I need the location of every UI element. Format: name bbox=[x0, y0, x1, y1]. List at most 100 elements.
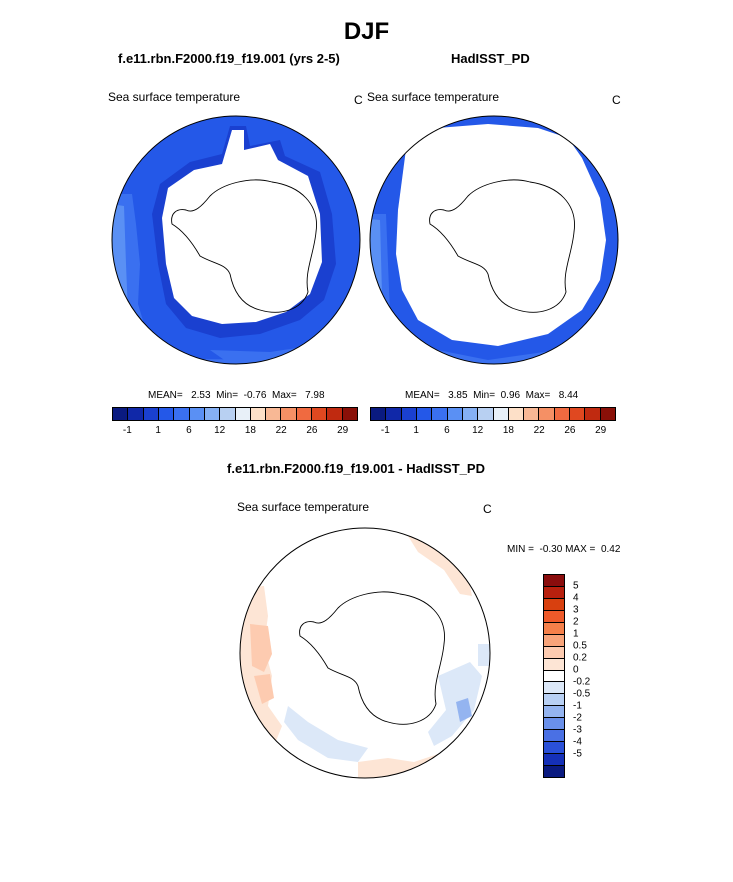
colorbar-tick-label: -4 bbox=[573, 736, 582, 748]
colorbar-tick-label: 5 bbox=[573, 580, 579, 592]
left-map-antarctica-coast bbox=[171, 179, 317, 313]
colorbar-tick-label: -1 bbox=[122, 425, 132, 436]
colorbar-swatch bbox=[143, 408, 159, 420]
colorbar-tick-label: -1 bbox=[380, 425, 390, 436]
right-colorbar: -1 1 6 12 18 22 26 29 bbox=[370, 407, 616, 439]
left-colorbar-ticks: -1 1 6 12 18 22 26 29 bbox=[112, 425, 358, 439]
colorbar-swatch bbox=[544, 694, 564, 707]
colorbar-swatch bbox=[174, 408, 190, 420]
diff-map-antarctica-coast bbox=[299, 591, 445, 725]
left-panel-case-title: f.e11.rbn.F2000.f19_f19.001 (yrs 2-5) bbox=[118, 51, 340, 66]
colorbar-tick-label: 2 bbox=[573, 616, 579, 628]
colorbar-swatch bbox=[539, 408, 555, 420]
colorbar-swatch bbox=[296, 408, 313, 420]
colorbar-swatch bbox=[281, 408, 297, 420]
right-map-antarctica-coast bbox=[429, 179, 575, 313]
colorbar-swatch bbox=[266, 408, 282, 420]
diff-polar-map bbox=[239, 527, 491, 779]
colorbar-swatch bbox=[189, 408, 205, 420]
right-polar-map bbox=[369, 115, 619, 365]
colorbar-swatch bbox=[544, 610, 564, 623]
colorbar-tick-label: 26 bbox=[564, 425, 576, 436]
colorbar-swatch bbox=[158, 408, 175, 420]
colorbar-swatch bbox=[204, 408, 221, 420]
left-colorbar: -1 1 6 12 18 22 26 29 bbox=[112, 407, 358, 439]
colorbar-swatch bbox=[312, 408, 328, 420]
diff-map-background bbox=[240, 528, 490, 778]
colorbar-tick-label: 6 bbox=[186, 425, 192, 436]
left-map-ice-mask bbox=[162, 130, 322, 324]
colorbar-tick-label: 18 bbox=[502, 425, 514, 436]
colorbar-swatch bbox=[432, 408, 448, 420]
season-title: DJF bbox=[343, 18, 390, 45]
right-panel-variable-label: Sea surface temperature bbox=[367, 90, 500, 104]
colorbar-tick-label: -0.5 bbox=[573, 688, 591, 700]
colorbar-swatch bbox=[544, 575, 564, 587]
colorbar-swatch bbox=[544, 670, 564, 683]
colorbar-swatch bbox=[544, 658, 564, 671]
colorbar-tick-label: 29 bbox=[337, 425, 349, 436]
diff-map-warm-anomaly-core bbox=[250, 624, 272, 672]
colorbar-swatch bbox=[544, 718, 564, 731]
left-map-border bbox=[111, 115, 361, 365]
colorbar-tick-label: 3 bbox=[573, 604, 579, 616]
colorbar-tick-label: 0.2 bbox=[573, 652, 587, 664]
colorbar-swatch bbox=[113, 408, 129, 420]
colorbar-tick-label: -5 bbox=[573, 748, 582, 760]
colorbar-tick-label: 0 bbox=[573, 664, 579, 676]
diff-map-warm-anomaly-ne bbox=[408, 536, 472, 596]
colorbar-tick-label: -0.2 bbox=[573, 676, 591, 688]
colorbar-swatch bbox=[478, 408, 494, 420]
colorbar-swatch bbox=[235, 408, 251, 420]
diff-panel-stats: MIN = -0.30 MAX = 0.42 bbox=[507, 544, 621, 555]
colorbar-tick-label: 0.5 bbox=[573, 640, 587, 652]
colorbar-swatch bbox=[524, 408, 540, 420]
colorbar-tick-label: -2 bbox=[573, 712, 582, 724]
colorbar-tick-label: 6 bbox=[444, 425, 450, 436]
colorbar-tick-label: 18 bbox=[244, 425, 256, 436]
colorbar-swatch bbox=[327, 408, 343, 420]
diff-colorbar: 5 4 3 2 1 0.5 0.2 0 -0.2 -0.5 -1 -2 -3 -4 -5 bbox=[543, 574, 590, 778]
left-panel-units-label: C bbox=[354, 93, 363, 107]
colorbar-swatch bbox=[462, 408, 479, 420]
right-map-ice-mask bbox=[396, 124, 606, 346]
colorbar-tick-label: 12 bbox=[214, 425, 226, 436]
colorbar-swatch bbox=[570, 408, 586, 420]
colorbar-swatch bbox=[544, 682, 564, 695]
colorbar-swatch bbox=[128, 408, 144, 420]
colorbar-swatch bbox=[386, 408, 402, 420]
colorbar-tick-label: 29 bbox=[595, 425, 607, 436]
colorbar-swatch bbox=[508, 408, 525, 420]
colorbar-tick-label: -3 bbox=[573, 724, 582, 736]
diff-panel-units-label: C bbox=[483, 502, 492, 516]
right-colorbar-swatches bbox=[370, 407, 616, 421]
colorbar-tick-label: 4 bbox=[573, 592, 579, 604]
diff-panel-case-title: f.e11.rbn.F2000.f19_f19.001 - HadISST_PD bbox=[227, 461, 485, 476]
right-map-border bbox=[369, 115, 619, 365]
colorbar-swatch bbox=[544, 706, 564, 719]
left-polar-map bbox=[111, 115, 361, 365]
colorbar-swatch bbox=[250, 408, 267, 420]
colorbar-tick-label: 1 bbox=[155, 425, 161, 436]
diff-panel-variable-label: Sea surface temperature bbox=[237, 500, 370, 514]
diff-map-cool-anomaly-core bbox=[456, 698, 472, 722]
left-colorbar-swatches bbox=[112, 407, 358, 421]
diff-map-cool-anomaly-edge bbox=[478, 644, 490, 666]
diff-map-cool-anomaly-sw bbox=[284, 706, 368, 762]
colorbar-swatch bbox=[544, 730, 564, 743]
colorbar-swatch bbox=[554, 408, 571, 420]
colorbar-swatch bbox=[544, 586, 564, 599]
colorbar-tick-label: 26 bbox=[306, 425, 318, 436]
colorbar-tick-label: 22 bbox=[275, 425, 287, 436]
right-panel-units-label: C bbox=[612, 93, 621, 107]
colorbar-swatch bbox=[342, 408, 357, 420]
colorbar-tick-label: 12 bbox=[472, 425, 484, 436]
left-panel-stats: MEAN= 2.53 Min= -0.76 Max= 7.98 bbox=[148, 390, 325, 401]
colorbar-swatch bbox=[416, 408, 433, 420]
colorbar-swatch bbox=[544, 754, 564, 766]
colorbar-swatch bbox=[544, 598, 564, 611]
colorbar-tick-label: -1 bbox=[573, 700, 582, 712]
colorbar-tick-label: 1 bbox=[413, 425, 419, 436]
colorbar-swatch bbox=[447, 408, 463, 420]
colorbar-tick-label: 22 bbox=[533, 425, 545, 436]
